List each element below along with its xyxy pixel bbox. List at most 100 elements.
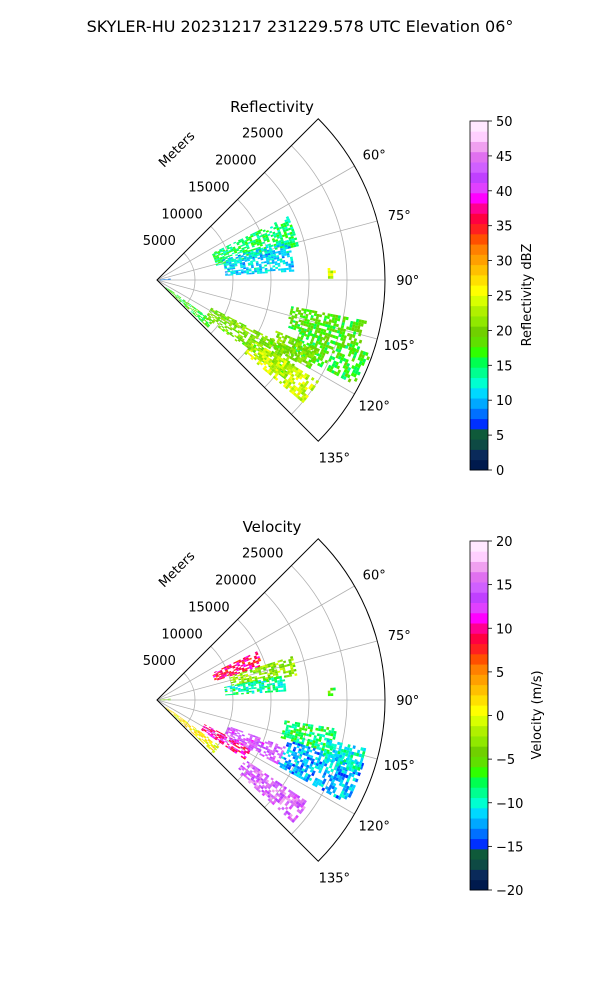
echo-cell: [330, 688, 333, 691]
echo-cell: [362, 751, 365, 755]
angular-tick-label: 135°: [319, 871, 350, 886]
echo-cell: [262, 672, 265, 674]
echo-cell: [297, 722, 300, 725]
colorbar-segment: [470, 859, 488, 870]
echo-cell: [295, 722, 298, 725]
colorbar-segment: [470, 746, 488, 757]
echo-cell: [326, 727, 329, 730]
echo-cell: [293, 669, 296, 672]
echo-cell: [262, 688, 265, 690]
echo-cell: [272, 265, 275, 267]
echo-cell: [217, 738, 220, 740]
echo-cell: [241, 269, 244, 271]
colorbar-segment: [470, 121, 488, 132]
echo-cell: [348, 378, 352, 382]
echo-cell: [302, 728, 305, 731]
colorbar-segment: [470, 347, 488, 358]
reflectivity-panel: Reflectivity Meters Reflectivity dBZ 500…: [143, 98, 535, 479]
echo-cell: [252, 273, 255, 275]
colorbar-segment: [470, 183, 488, 194]
colorbar-tick-label: 15: [496, 359, 513, 374]
echo-cell: [227, 735, 230, 737]
echo-cell: [264, 265, 267, 267]
colorbar-segment: [470, 388, 488, 399]
echo-cell: [278, 690, 281, 692]
echo-cell: [257, 272, 260, 274]
echo-cell: [195, 313, 198, 315]
echo-cell: [280, 686, 283, 688]
echo-cell: [285, 262, 288, 264]
echo-cell: [275, 263, 278, 265]
colorbar-segment: [470, 757, 488, 768]
echo-cell: [283, 660, 286, 663]
colorbar-segment: [470, 152, 488, 163]
echo-cell: [322, 734, 325, 737]
echo-cell: [272, 683, 275, 685]
colorbar-tick-label: 10: [496, 622, 513, 637]
echo-cell: [314, 311, 317, 314]
echo-cell: [279, 258, 282, 260]
colorbar-tick-label: 10: [496, 394, 513, 409]
echo-cell: [282, 260, 285, 262]
colorbar-segment: [470, 296, 488, 307]
echo-cell: [310, 727, 313, 730]
echo-cell: [227, 686, 230, 688]
echo-cell: [265, 271, 268, 273]
colorbar-segment: [470, 408, 488, 419]
angular-gridline: [157, 166, 354, 280]
echo-cell: [283, 689, 286, 691]
echo-cell: [244, 246, 247, 248]
echo-cell: [333, 314, 336, 317]
echo-cell: [260, 270, 263, 272]
echo-cell: [218, 311, 221, 313]
echo-cell: [289, 268, 292, 270]
echo-cell: [202, 322, 205, 325]
radial-tick-label: 5000: [143, 234, 176, 249]
radial-tick-label: 25000: [242, 547, 283, 562]
echo-cell: [225, 275, 228, 276]
echo-cell: [191, 731, 193, 733]
colorbar-segment: [470, 142, 488, 153]
echo-cell: [297, 724, 300, 727]
colorbar-segment: [470, 695, 488, 706]
colorbar-segment: [470, 633, 488, 644]
echo-cell: [287, 675, 290, 678]
echo-cell: [277, 263, 280, 265]
echo-cell: [240, 245, 243, 247]
colorbar-segment: [470, 265, 488, 276]
colorbar-segment: [470, 705, 488, 716]
echo-cell: [238, 730, 241, 732]
echo-cell: [232, 252, 235, 254]
echo-cell: [270, 226, 273, 229]
echo-cell: [269, 231, 272, 234]
echo-cell: [200, 740, 203, 743]
echo-cell: [206, 731, 209, 733]
colorbar-segment: [470, 326, 488, 337]
echo-cell: [259, 267, 262, 269]
colorbar-segment: [470, 357, 488, 368]
echo-cell: [262, 686, 265, 688]
echo-cell: [283, 685, 286, 687]
angular-tick-label: 90°: [396, 274, 419, 289]
echo-cell: [276, 690, 279, 692]
radial-tick-label: 10000: [161, 207, 202, 222]
echo-cell: [260, 676, 263, 678]
echo-cell: [244, 272, 247, 274]
colorbar-segment: [470, 419, 488, 430]
echo-cell: [330, 314, 333, 317]
echo-cell: [267, 685, 270, 687]
colorbar-tick-label: −20: [496, 884, 523, 899]
echo-cell: [270, 777, 273, 780]
echo-cell: [284, 270, 287, 272]
colorbar-segment: [470, 685, 488, 696]
echo-cell: [272, 685, 275, 687]
echo-cell: [310, 724, 313, 727]
echo-cell: [166, 707, 168, 709]
colorbar-segment: [470, 285, 488, 296]
echo-cell: [322, 312, 325, 315]
echo-cell: [286, 264, 289, 266]
echo-cell: [306, 733, 309, 736]
colorbar-segment: [470, 460, 488, 471]
echo-cell: [246, 273, 249, 275]
